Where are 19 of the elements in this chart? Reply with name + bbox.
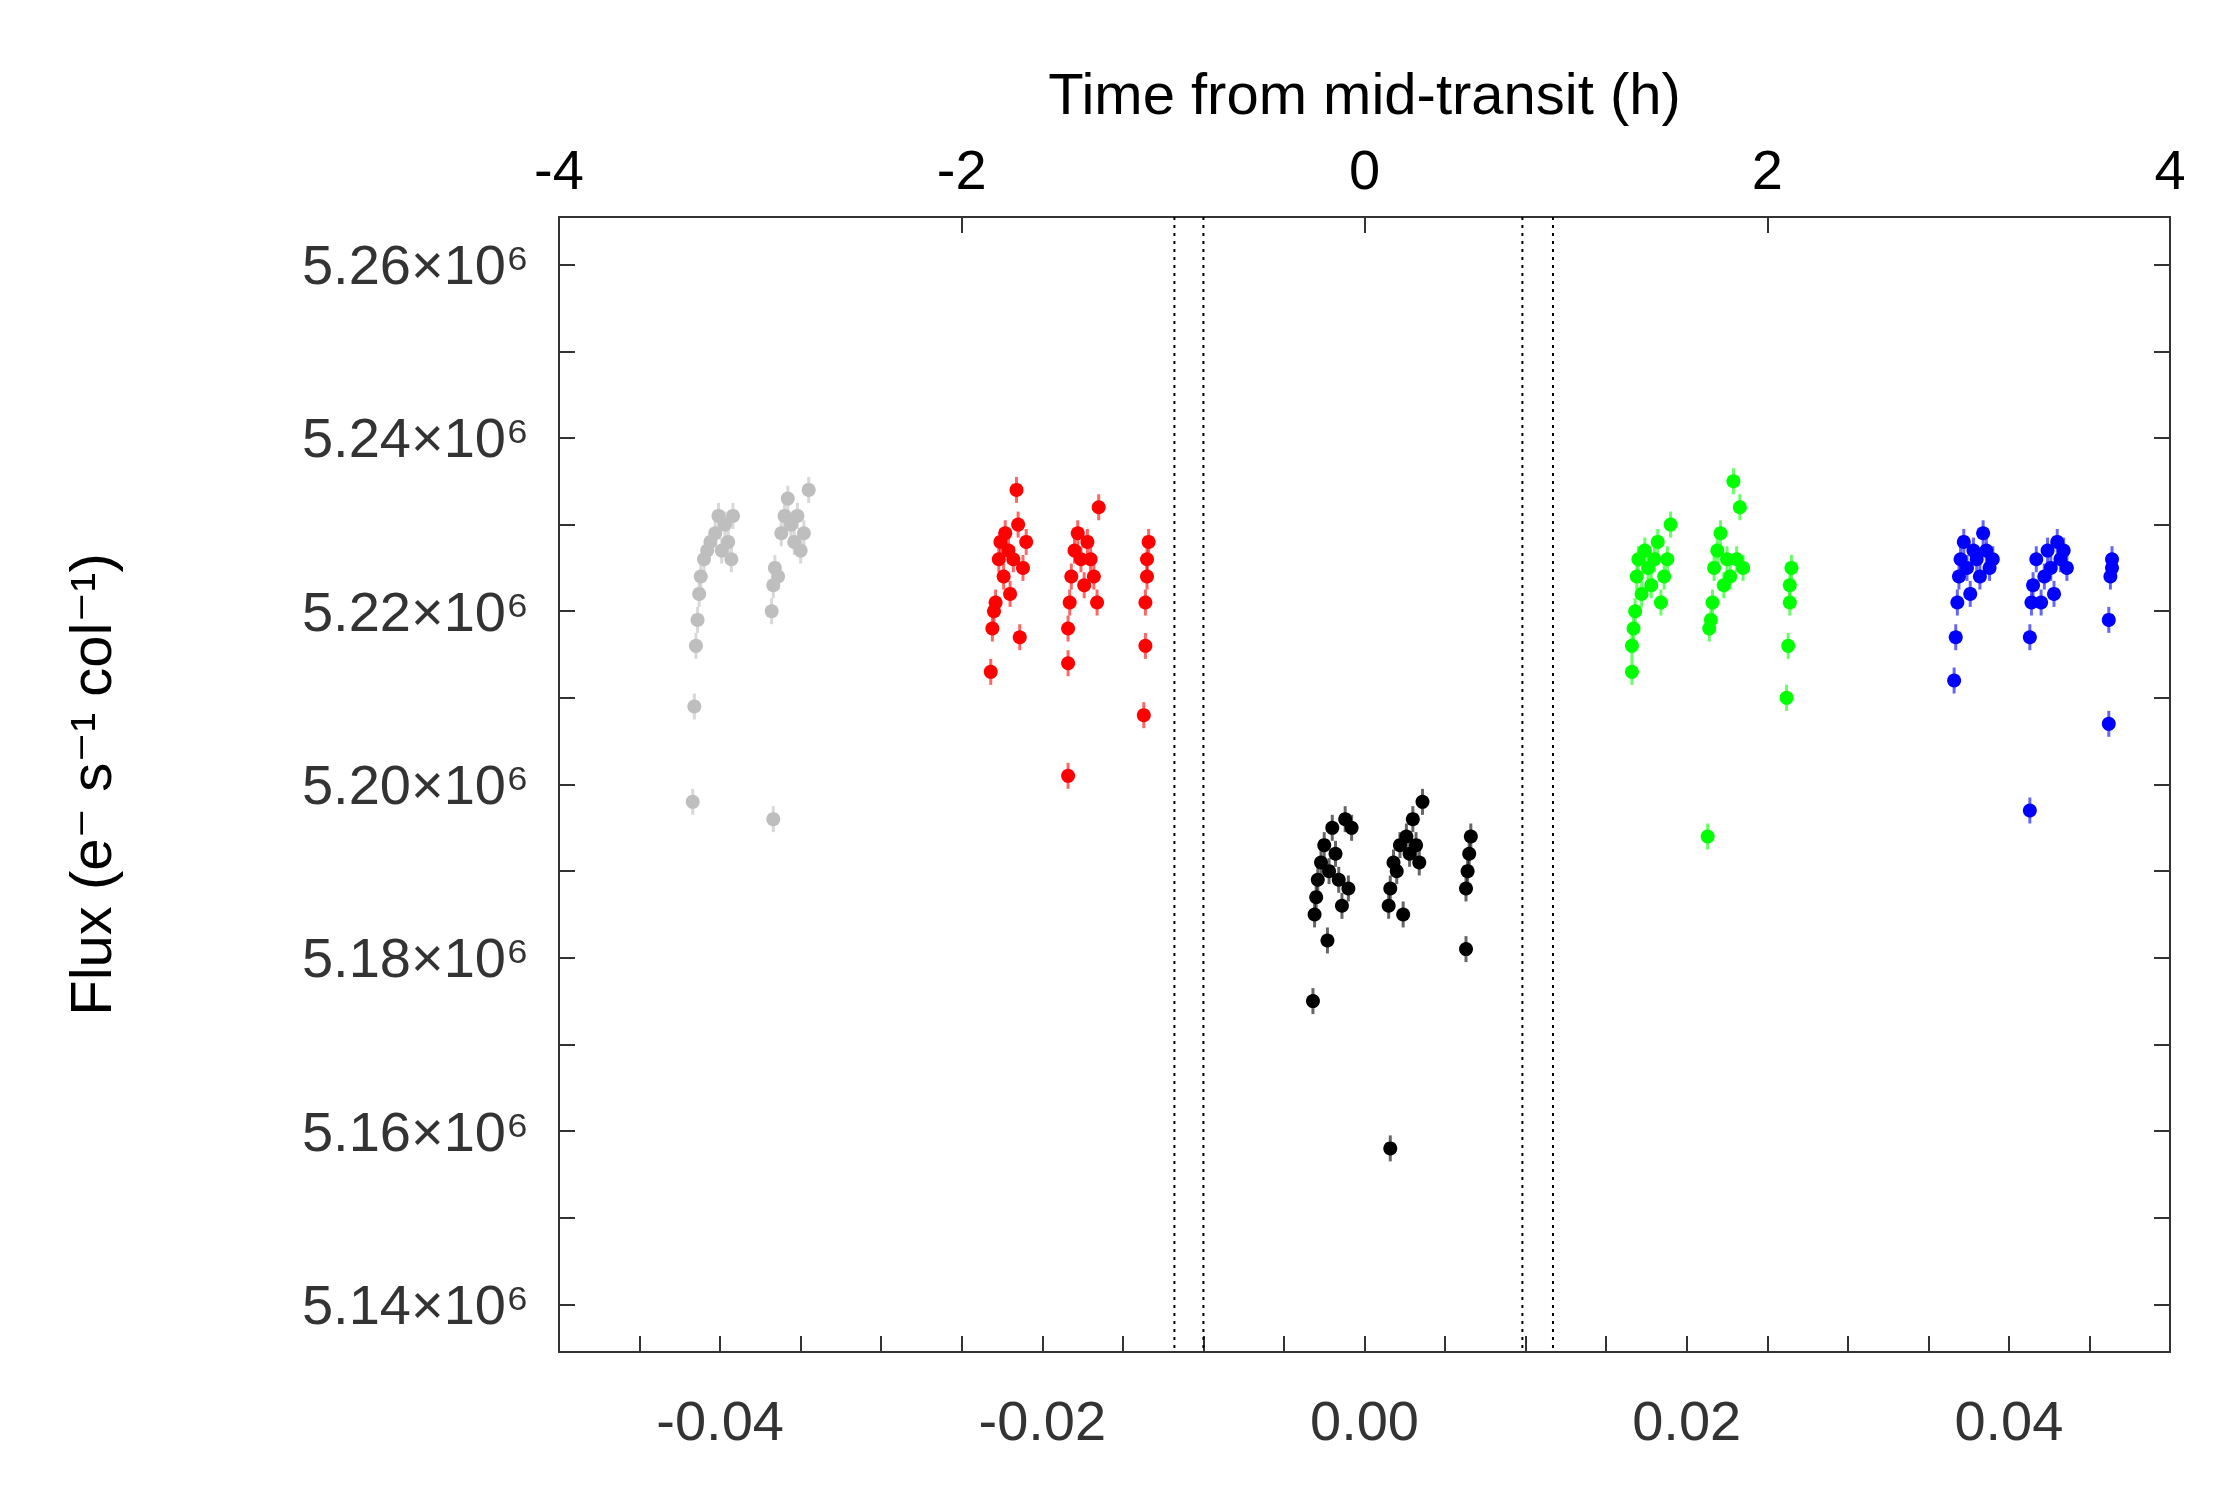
x2-tick-label: 4: [2154, 137, 2186, 201]
y-tick-label: 5.14×10⁶: [301, 1272, 529, 1336]
y-tick-label: 5.16×10⁶: [301, 1099, 529, 1163]
x2-tick-label: 2: [1751, 137, 1783, 201]
x-tick-label: -0.02: [978, 1388, 1107, 1452]
y-tick-label: 5.18×10⁶: [301, 926, 529, 990]
y-tick-label: 5.26×10⁶: [301, 233, 529, 297]
x-tick-label: 0.02: [1632, 1388, 1742, 1452]
y-tick-label: 5.20×10⁶: [301, 753, 529, 816]
y-tick-label: 5.24×10⁶: [301, 406, 529, 470]
y-axis-title: Flux (e⁻ s⁻¹ col⁻¹): [57, 553, 123, 1016]
y-tick-label: 5.22×10⁶: [301, 579, 529, 643]
x2-tick-label: 0: [1348, 137, 1381, 201]
x-tick-label: 0.00: [1310, 1388, 1419, 1452]
x-tick-label: -0.04: [656, 1388, 784, 1452]
x-tick-label: 0.04: [1954, 1388, 2064, 1452]
x2-tick-label: -2: [936, 137, 987, 201]
x2-axis-title: Time from mid-transit (h): [1048, 60, 1681, 126]
x2-tick-label: -4: [534, 137, 584, 201]
